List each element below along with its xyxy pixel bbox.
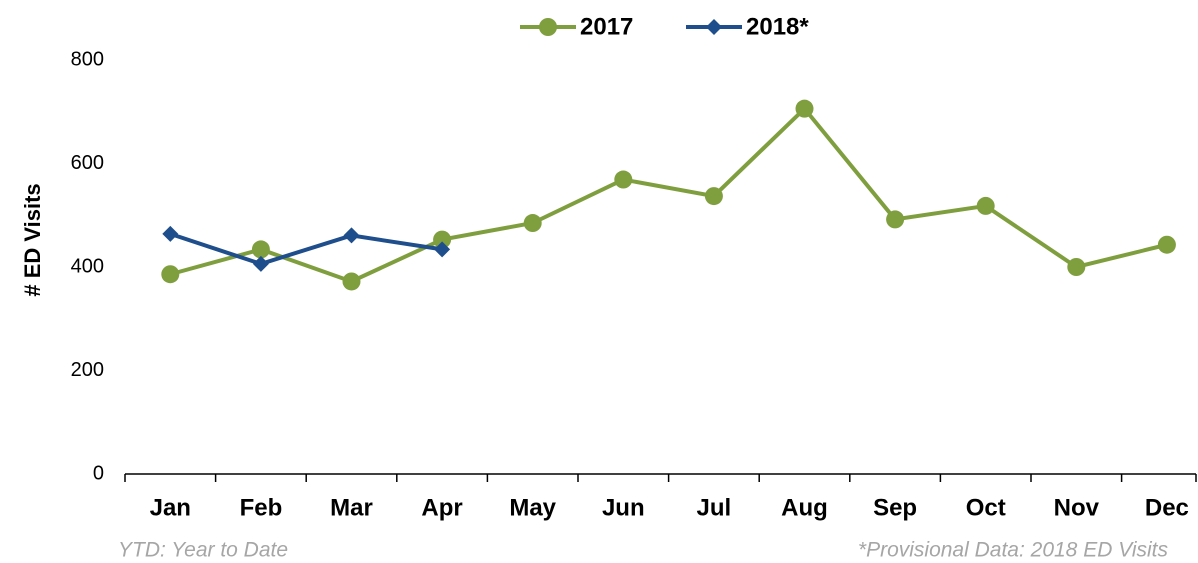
- x-tick-label: Apr: [421, 494, 462, 521]
- x-tick-label: Dec: [1145, 494, 1189, 521]
- marker: [1157, 235, 1176, 254]
- legend-label: 2017: [580, 13, 633, 40]
- marker: [343, 227, 360, 244]
- y-tick-label: 200: [71, 359, 104, 381]
- x-tick-label: Jul: [697, 494, 732, 521]
- legend-marker: [539, 18, 557, 36]
- x-tick-label: May: [509, 494, 556, 521]
- x-tick-label: Sep: [873, 494, 917, 521]
- note: YTD: Year to Date: [118, 539, 288, 562]
- marker: [704, 187, 723, 206]
- x-tick-label: Mar: [330, 494, 373, 521]
- note: *Provisional Data: 2018 ED Visits: [858, 539, 1169, 562]
- marker: [795, 99, 814, 118]
- series-line: [169, 231, 443, 266]
- marker: [162, 225, 179, 242]
- x-tick-label: Oct: [966, 494, 1006, 521]
- y-axis-label: # ED Visits: [20, 183, 45, 296]
- x-tick-label: Aug: [781, 494, 828, 521]
- marker: [434, 241, 451, 258]
- marker: [161, 265, 180, 284]
- marker: [251, 240, 270, 259]
- x-tick-label: Feb: [240, 494, 283, 521]
- y-tick-label: 600: [71, 152, 104, 174]
- y-tick-label: 800: [71, 48, 104, 70]
- marker: [976, 196, 995, 215]
- y-tick-label: 0: [93, 462, 104, 484]
- marker: [342, 272, 361, 291]
- marker: [614, 170, 633, 189]
- x-tick-label: Jun: [602, 494, 645, 521]
- marker: [252, 255, 269, 272]
- x-tick-label: Jan: [150, 494, 191, 521]
- legend-label: 2018*: [746, 13, 809, 40]
- marker: [886, 210, 905, 229]
- legend-marker: [706, 19, 722, 35]
- marker: [523, 214, 542, 233]
- marker: [433, 230, 452, 249]
- marker: [1067, 258, 1086, 276]
- x-tick-label: Nov: [1054, 494, 1100, 521]
- y-tick-label: 400: [71, 255, 104, 277]
- series-line: [169, 105, 1168, 284]
